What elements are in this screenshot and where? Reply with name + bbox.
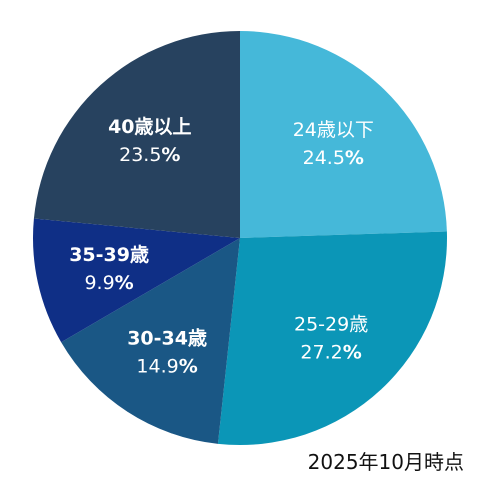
slice-label-3: 35-39歳 (69, 244, 149, 266)
slice-label-0: 24歳以下 (293, 119, 374, 141)
pie-slices (33, 30, 448, 446)
slice-value-3: 9.9% (84, 272, 133, 294)
pie-slice-0 (240, 31, 447, 238)
pie-slice-2 (61, 238, 240, 444)
pie-slice-3 (33, 218, 241, 343)
pie-slice-1 (217, 231, 448, 446)
slice-label-2: 30-34歳 (127, 328, 207, 350)
pie-labels: 24歳以下 24.5% 25-29歳 27.2% 30-34歳 14.9% 35-39歳 9.… (69, 116, 374, 378)
slice-label-4: 40歳以上 (108, 116, 191, 138)
slice-value-1: 27.2% (300, 341, 361, 363)
slice-value-0: 24.5% (303, 147, 364, 169)
date-note: 2025年10月時点 (307, 450, 464, 474)
slice-label-1: 25-29歳 (294, 313, 368, 335)
pie-slice-4 (33, 30, 240, 239)
slice-value-2: 14.9% (136, 356, 197, 378)
slice-value-4: 23.5% (119, 144, 180, 166)
